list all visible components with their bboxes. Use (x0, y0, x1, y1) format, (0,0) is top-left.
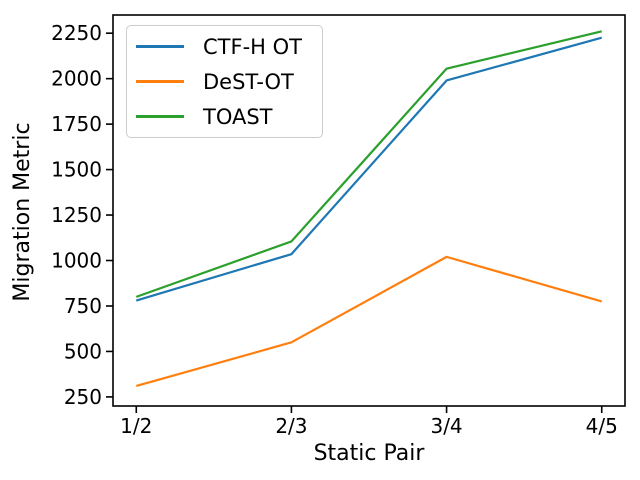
x-tick-label: 2/3 (275, 414, 307, 438)
y-tick-label: 2250 (51, 21, 102, 45)
legend: CTF-H OT DeST-OT TOAST (126, 25, 323, 138)
x-tick-label: 1/2 (120, 414, 152, 438)
legend-label: TOAST (203, 104, 273, 129)
y-tick-label: 750 (64, 294, 102, 318)
legend-line-sample-icon (136, 80, 184, 83)
y-axis-label: Migration Metric (9, 122, 35, 302)
y-tick-label: 1500 (51, 158, 102, 182)
legend-item-toast: TOAST (127, 99, 322, 134)
x-tick-label: 4/5 (586, 414, 618, 438)
y-tick-label: 1250 (51, 203, 102, 227)
axes-frame (112, 14, 626, 407)
legend-label: DeST-OT (203, 69, 294, 94)
y-tick-label: 1000 (51, 249, 102, 273)
series-line-toast (135, 30, 602, 298)
y-tick-label: 2000 (51, 67, 102, 91)
x-axis-label: Static Pair (313, 440, 425, 466)
y-tick-label: 1750 (51, 112, 102, 136)
legend-label: CTF-H OT (203, 34, 302, 59)
legend-line-sample-icon (136, 45, 184, 48)
legend-item-dest-ot: DeST-OT (127, 64, 322, 99)
y-tick-label: 500 (64, 339, 102, 363)
legend-line-sample-icon (136, 115, 184, 118)
y-tick-label: 250 (64, 385, 102, 409)
x-tick-label: 3/4 (430, 414, 462, 438)
series-line-dest-ot (135, 255, 603, 388)
series-line-ctf-h-ot (135, 36, 603, 302)
legend-item-ctf-h-ot: CTF-H OT (127, 29, 322, 64)
